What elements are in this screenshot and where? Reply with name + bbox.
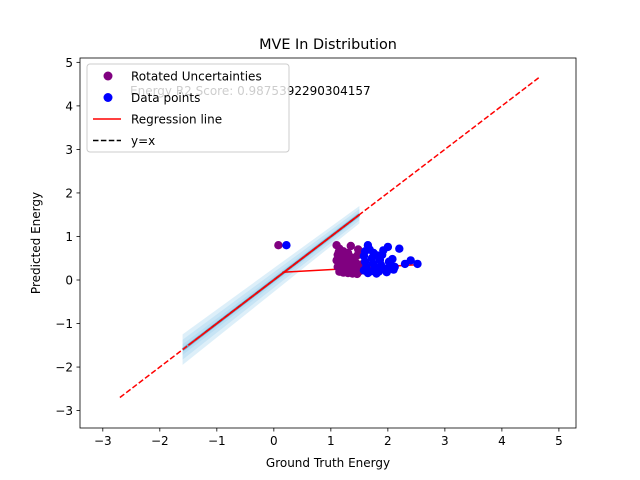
point-layer [274, 241, 422, 279]
y-tick-label: −3 [55, 404, 73, 418]
plot-area: Energy R2 Score: 0.9875392290304157 [79, 57, 577, 429]
legend-label-regression-line: Regression line [131, 113, 222, 127]
data-points-point [373, 251, 382, 260]
rotated-uncertainties-point [352, 269, 362, 279]
legend-label-rotated-uncertainties: Rotated Uncertainties [131, 70, 262, 84]
legend-marker-data-points [103, 93, 113, 102]
y-tick-label: −2 [55, 361, 73, 375]
legend-frame [86, 63, 290, 153]
legend-items: Rotated Uncertainties Data points Regressi… [93, 70, 262, 148]
data-points-point [413, 259, 422, 269]
y-tick-label: 2 [65, 186, 73, 200]
data-points-point [406, 256, 415, 265]
plot-frame [79, 57, 577, 429]
chart-title: MVE In Distribution [259, 37, 397, 53]
y-tick-label: 1 [65, 230, 73, 244]
line-layer [119, 77, 540, 399]
x-axis-label: Ground Truth Energy [266, 456, 390, 470]
x-tick-label: 2 [384, 434, 392, 448]
rotated-uncertainties-point [346, 241, 355, 251]
x-tick-label: −1 [208, 434, 226, 448]
y-axis: −3 −2 −1 0 1 2 3 4 5 [55, 56, 80, 418]
data-points-point [365, 245, 374, 254]
uncertainty-band-layer-1 [182, 206, 360, 365]
y-tick-label: −1 [55, 317, 73, 331]
data-points-point [379, 246, 388, 255]
x-tick-label: −2 [151, 434, 169, 448]
x-tick-label: 1 [327, 434, 335, 448]
data-points-point [363, 268, 373, 278]
data-points-point [380, 264, 390, 273]
y-tick-label: 0 [65, 274, 73, 288]
rotated-uncertainties-point [353, 251, 362, 260]
legend-label-y-x: y=x [131, 134, 155, 148]
y-tick-label: 3 [65, 143, 73, 157]
x-tick-label: 5 [555, 434, 563, 448]
legend: Rotated Uncertainties Data points Regressi… [86, 63, 290, 153]
data-points-point [282, 241, 291, 250]
data-points-point [372, 269, 381, 278]
regression-diagonal-line [187, 214, 360, 346]
data-points-point [390, 262, 399, 272]
rotated-uncertainties-point [334, 247, 343, 257]
y-tick-label: 4 [65, 99, 73, 113]
data-points-point [388, 254, 397, 264]
data-points-point [395, 244, 404, 253]
x-tick-label: 4 [498, 434, 506, 448]
x-tick-label: 0 [270, 434, 278, 448]
legend-label-data-points: Data points [131, 91, 200, 105]
rotated-uncertainties-point [274, 241, 283, 250]
x-axis: −3 −2 −1 0 1 2 3 4 5 [94, 428, 563, 448]
rotated-uncertainties-point [341, 263, 350, 272]
y-axis-label: Predicted Energy [29, 192, 43, 294]
y-tick-label: 5 [65, 56, 73, 70]
x-tick-label: 3 [441, 434, 449, 448]
x-tick-label: −3 [94, 434, 112, 448]
legend-marker-rotated-uncertainties [103, 71, 113, 81]
